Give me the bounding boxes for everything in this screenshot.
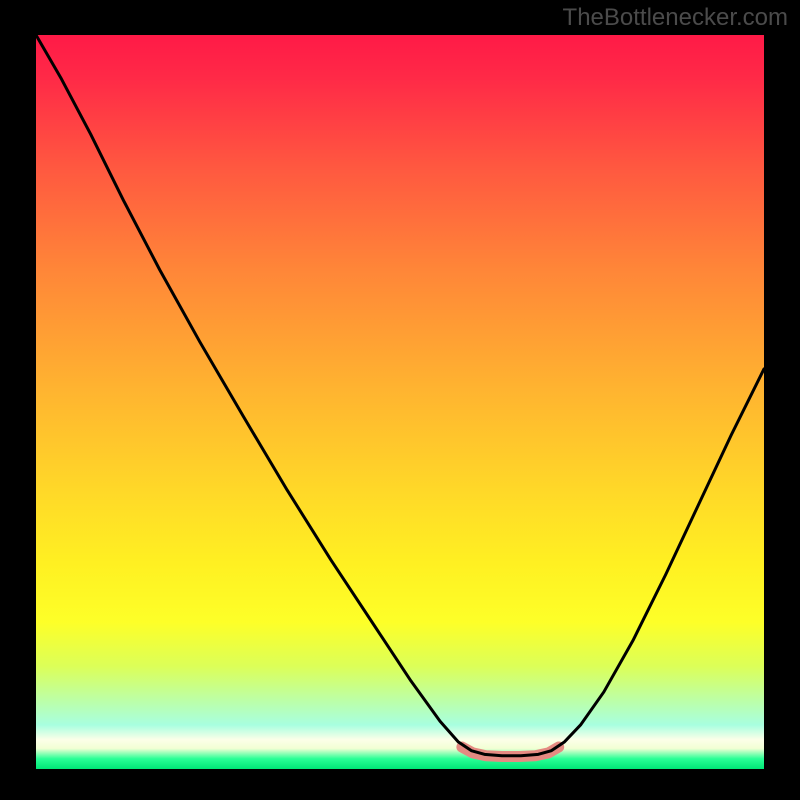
watermark-label: TheBottlenecker.com (563, 4, 788, 32)
curve-layer (36, 35, 764, 769)
plot-area (36, 35, 764, 769)
main-curve-line (36, 35, 764, 756)
chart-stage: TheBottlenecker.com (0, 0, 800, 800)
